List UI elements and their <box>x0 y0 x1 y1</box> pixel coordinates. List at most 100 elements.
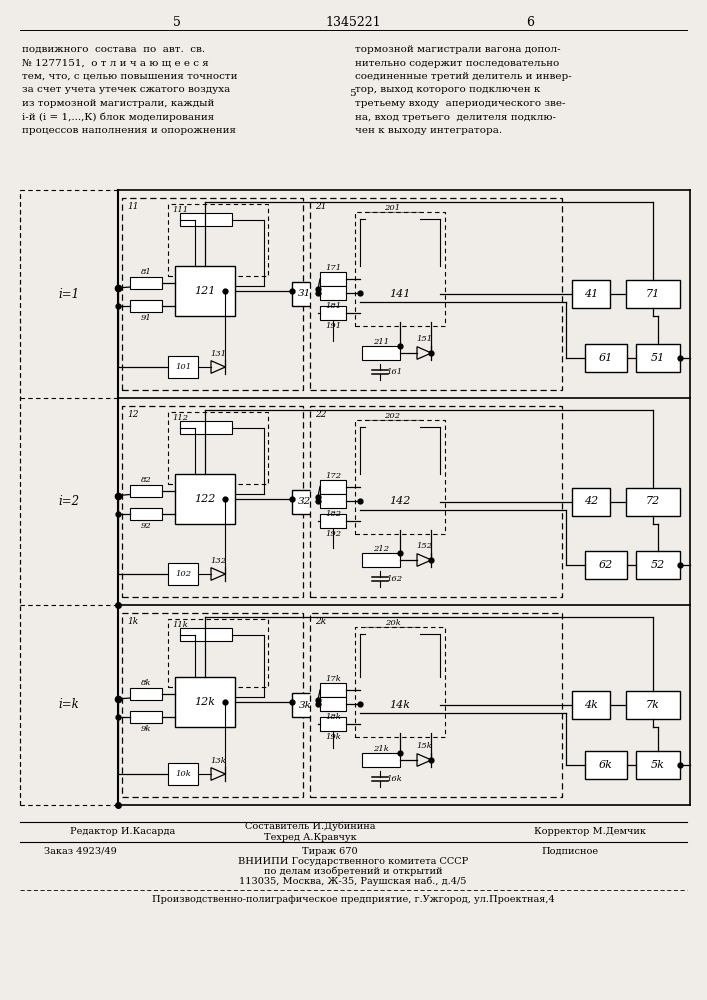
Text: 102: 102 <box>175 570 191 578</box>
Bar <box>122 406 303 597</box>
Bar <box>626 280 680 308</box>
Bar <box>130 688 162 700</box>
Text: 211: 211 <box>373 338 389 346</box>
Bar <box>168 763 198 785</box>
Bar <box>362 553 400 567</box>
Bar <box>130 300 162 312</box>
Text: 112: 112 <box>172 414 188 422</box>
Bar <box>168 412 268 484</box>
Text: 11: 11 <box>127 202 139 211</box>
Text: 21k: 21k <box>373 745 389 753</box>
Bar <box>122 198 303 390</box>
Text: 19k: 19k <box>325 733 341 741</box>
Text: Редактор И.Касарда: Редактор И.Касарда <box>70 826 175 836</box>
Text: i-й (i = 1,...,К) блок моделирования: i-й (i = 1,...,К) блок моделирования <box>22 112 214 122</box>
Text: 162: 162 <box>386 575 402 583</box>
Text: 181: 181 <box>325 302 341 310</box>
Text: 182: 182 <box>325 510 341 518</box>
Text: 3k: 3k <box>298 700 312 710</box>
Text: 52: 52 <box>651 560 665 570</box>
Bar <box>365 420 420 434</box>
Text: из тормозной магистрали, каждый: из тормозной магистрали, каждый <box>22 99 214 108</box>
Text: 5: 5 <box>173 16 181 29</box>
Bar <box>585 751 627 779</box>
Bar <box>320 480 346 493</box>
Text: i=1: i=1 <box>59 288 80 300</box>
Bar <box>572 280 610 308</box>
Bar <box>168 356 198 378</box>
Text: 41: 41 <box>584 289 598 299</box>
Bar <box>585 551 627 579</box>
Text: 171: 171 <box>325 264 341 272</box>
Text: 151: 151 <box>416 335 432 343</box>
Bar <box>360 266 440 322</box>
Bar <box>180 213 232 226</box>
Bar <box>572 691 610 719</box>
Text: Составитель И.Дубинина: Составитель И.Дубинина <box>245 821 375 831</box>
Text: 8k: 8k <box>141 679 151 687</box>
Text: 4k: 4k <box>584 700 598 710</box>
Text: i=2: i=2 <box>59 495 80 508</box>
Text: третьему входу  апериодического зве-: третьему входу апериодического зве- <box>355 99 566 108</box>
Bar <box>130 485 162 496</box>
Bar <box>362 346 400 360</box>
Text: 11k: 11k <box>172 621 188 629</box>
Bar <box>362 753 400 767</box>
Text: 72: 72 <box>646 496 660 506</box>
Text: 202: 202 <box>385 412 401 420</box>
Text: по делам изобретений и открытий: по делам изобретений и открытий <box>264 866 443 876</box>
Text: чен к выходу интегратора.: чен к выходу интегратора. <box>355 126 502 135</box>
Bar <box>310 613 562 797</box>
Bar <box>320 493 346 508</box>
Bar <box>636 344 680 372</box>
Text: 15k: 15k <box>416 742 432 750</box>
Text: 81: 81 <box>141 268 151 276</box>
Bar <box>320 306 346 320</box>
Bar <box>168 563 198 585</box>
Text: 9k: 9k <box>141 725 151 733</box>
Text: Производственно-полиграфическое предприятие, г.Ужгород, ул.Проектная,4: Производственно-полиграфическое предприя… <box>151 896 554 904</box>
Bar <box>626 691 680 719</box>
Text: подвижного  состава  по  авт.  св.: подвижного состава по авт. св. <box>22 45 205 54</box>
Text: 62: 62 <box>599 560 613 570</box>
Bar <box>320 717 346 731</box>
Text: 113035, Москва, Ж-35, Раушская наб., д.4/5: 113035, Москва, Ж-35, Раушская наб., д.4… <box>239 876 467 886</box>
Text: 21: 21 <box>315 202 327 211</box>
Bar <box>168 204 268 276</box>
Bar <box>130 277 162 289</box>
Bar <box>175 474 235 524</box>
Bar <box>310 406 562 597</box>
Text: 82: 82 <box>141 476 151 484</box>
Bar <box>310 198 562 390</box>
Text: 192: 192 <box>325 530 341 538</box>
Text: 172: 172 <box>325 472 341 480</box>
Bar <box>636 551 680 579</box>
Text: 121: 121 <box>194 286 216 296</box>
Bar <box>320 697 346 711</box>
Bar <box>292 693 318 717</box>
Bar <box>180 421 232 434</box>
Text: 92: 92 <box>141 522 151 530</box>
Text: 1345221: 1345221 <box>325 16 381 29</box>
Bar <box>585 344 627 372</box>
Text: 31: 31 <box>298 290 312 298</box>
Text: 161: 161 <box>386 368 402 376</box>
Text: 12: 12 <box>127 410 139 419</box>
Text: 1k: 1k <box>127 617 139 626</box>
Bar <box>360 677 440 733</box>
Text: 122: 122 <box>194 493 216 504</box>
Bar <box>360 474 440 530</box>
Text: 42: 42 <box>584 496 598 506</box>
Text: i=k: i=k <box>59 698 79 712</box>
Text: ВНИИПИ Государственного комитета СССР: ВНИИПИ Государственного комитета СССР <box>238 856 468 865</box>
Text: 20k: 20k <box>385 619 400 627</box>
Text: 10k: 10k <box>175 770 191 778</box>
Text: 5k: 5k <box>651 760 665 770</box>
Bar <box>320 286 346 300</box>
Text: Тираж 670: Тираж 670 <box>302 846 358 856</box>
Text: за счет учета утечек сжатого воздуха: за счет учета утечек сжатого воздуха <box>22 86 230 95</box>
Text: 13k: 13k <box>210 757 226 765</box>
Text: 6k: 6k <box>599 760 613 770</box>
Bar <box>175 677 235 727</box>
Text: 61: 61 <box>599 353 613 363</box>
